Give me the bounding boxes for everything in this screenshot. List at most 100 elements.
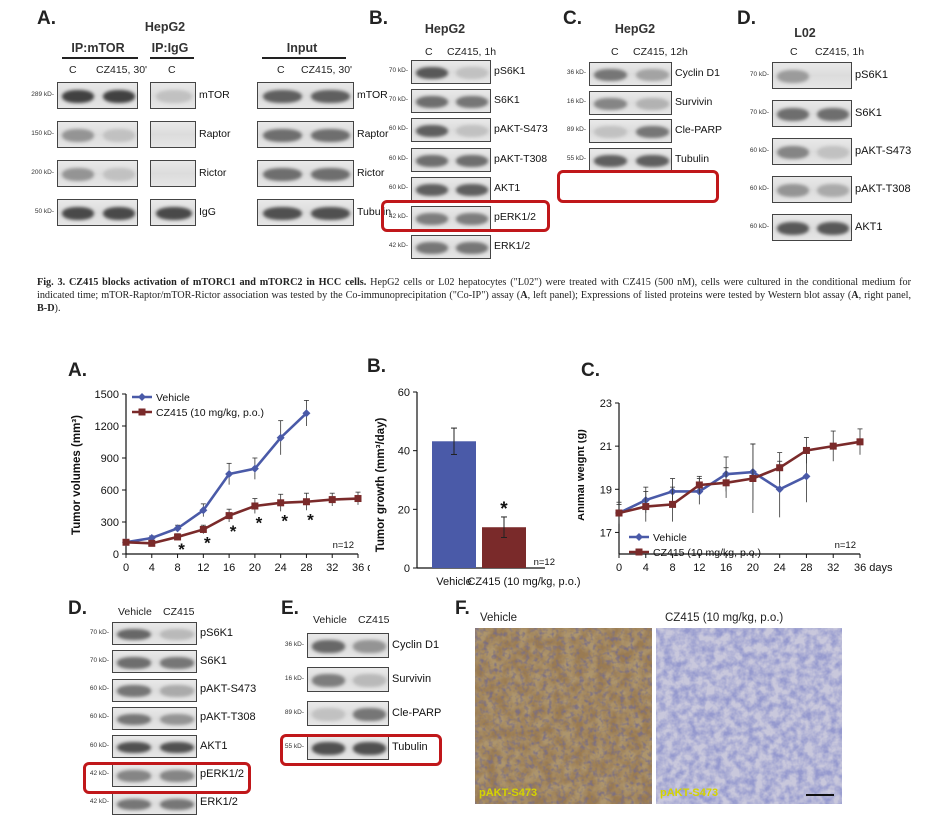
protein-label: pS6K1 bbox=[494, 65, 526, 77]
fig3-a-igg-band bbox=[155, 89, 193, 104]
data-point bbox=[122, 538, 130, 546]
fig3-panel-b-label: B. bbox=[369, 8, 388, 29]
fig3-a-input-band bbox=[262, 206, 302, 221]
mw-marker: 60 kD- bbox=[749, 146, 769, 154]
fig4-e-blot-2 bbox=[307, 701, 389, 726]
fig3-c-band bbox=[635, 126, 669, 139]
fig3-c-band bbox=[635, 97, 669, 110]
bar-0 bbox=[432, 441, 476, 568]
fig3-b-band bbox=[456, 96, 488, 109]
mw-marker: 70 kD- bbox=[749, 108, 769, 116]
x-tick-label: 20 bbox=[747, 562, 759, 574]
fig3-a-igg-blot-3 bbox=[150, 199, 196, 226]
fig4-d-band bbox=[117, 741, 152, 754]
x-tick-label: 24 bbox=[275, 562, 287, 574]
fig3-b-band bbox=[456, 183, 488, 196]
fig4-e-band bbox=[312, 640, 345, 653]
mw-marker: 16 kD- bbox=[566, 97, 586, 105]
x-tick-label: 4 bbox=[643, 562, 649, 574]
n-label: n=12 bbox=[835, 540, 856, 551]
fig3-d-band bbox=[777, 221, 809, 236]
fig4-panel-e-label: E. bbox=[281, 598, 299, 619]
fig3-a-lane-c: C bbox=[69, 64, 77, 76]
mw-marker: 70 kD- bbox=[749, 70, 769, 78]
x-tick-label: 28 bbox=[300, 562, 312, 574]
mw-marker: 60 kD- bbox=[89, 685, 109, 693]
fig4-d-band bbox=[159, 657, 194, 669]
fig3-d-blot-2 bbox=[772, 138, 852, 165]
mw-marker: 55 kD- bbox=[566, 154, 586, 162]
fig3-panel-a-label: A. bbox=[37, 8, 56, 29]
fig4-d-band bbox=[159, 713, 194, 726]
fig3-c-band bbox=[594, 126, 628, 139]
fig3-b-band bbox=[416, 213, 448, 225]
fig3-a-ip-band bbox=[62, 128, 95, 143]
protein-label: pAKT-S473 bbox=[200, 683, 257, 696]
fig3-d-band bbox=[817, 107, 849, 122]
significance-star: * bbox=[230, 522, 237, 541]
y-tick-label: 0 bbox=[113, 549, 119, 561]
fig3-d-band bbox=[777, 145, 809, 160]
highlight-box bbox=[280, 734, 442, 766]
data-point bbox=[225, 470, 234, 478]
fig4-d-band bbox=[117, 770, 152, 782]
fig3-b-cell-line: HepG2 bbox=[424, 22, 466, 36]
y-tick-label: 21 bbox=[600, 441, 612, 453]
fig4-d-band bbox=[117, 685, 152, 697]
protein-label: Cyclin D1 bbox=[675, 67, 720, 79]
mw-marker: 42 kD- bbox=[89, 770, 109, 777]
x-tick-label: 4 bbox=[149, 562, 155, 574]
x-tick-label: 0 bbox=[616, 562, 622, 574]
data-point bbox=[251, 502, 259, 510]
fig3-a-input-lane-cz: CZ415, 30' bbox=[301, 64, 353, 76]
fig3-a-ip-band bbox=[102, 128, 135, 143]
protein-label: Raptor bbox=[199, 127, 231, 140]
data-point bbox=[829, 442, 837, 450]
mw-marker: 89 kD- bbox=[566, 126, 586, 134]
mw-marker: 36 kD- bbox=[284, 640, 304, 648]
x-tick-label: 28 bbox=[800, 562, 812, 574]
fig3-b-band bbox=[416, 125, 448, 138]
fig3-b-blot-4 bbox=[411, 176, 491, 201]
fig3-caption-b2: A bbox=[851, 290, 859, 302]
fig4-d-band bbox=[117, 657, 152, 669]
x-tick-label: 8 bbox=[669, 562, 675, 574]
significance-star: * bbox=[307, 510, 314, 529]
fig3-caption-b3: B-D bbox=[37, 303, 55, 315]
fig3-a-ip-blot-1 bbox=[57, 121, 138, 148]
fig4-d-blot-4 bbox=[112, 735, 197, 759]
fig3-d-band bbox=[777, 69, 809, 84]
fig4-e-band bbox=[353, 708, 386, 721]
fig3-a-input-blot-0 bbox=[257, 82, 354, 109]
data-point bbox=[695, 481, 703, 489]
data-point bbox=[328, 496, 336, 504]
fig3-c-lane-c: C bbox=[611, 46, 619, 58]
fig3-panel-c-label: C. bbox=[563, 8, 582, 29]
fig4-d-blot-0 bbox=[112, 622, 197, 645]
legend-label: CZ415 (10 mg/kg, p.o.) bbox=[653, 547, 761, 559]
fig4-e-band bbox=[312, 742, 345, 755]
fig3-d-cell-line: L02 bbox=[794, 26, 816, 40]
protein-label: IgG bbox=[199, 205, 216, 218]
fig3-c-cell-line: HepG2 bbox=[614, 22, 656, 36]
fig3-a-igg-band bbox=[155, 206, 193, 221]
legend-label: Vehicle bbox=[156, 392, 190, 404]
protein-label: S6K1 bbox=[200, 654, 227, 667]
x-tick-label: 12 bbox=[693, 562, 705, 574]
fig3-a-ip-blot-3 bbox=[57, 199, 138, 226]
y-tick-label: 40 bbox=[398, 446, 410, 458]
mw-marker: 60 kD- bbox=[89, 713, 109, 721]
protein-label: Rictor bbox=[199, 166, 227, 179]
fig4-d-blot-6 bbox=[112, 791, 197, 815]
fig4-e-band bbox=[353, 640, 386, 653]
fig3-a-input: Input bbox=[286, 41, 318, 55]
fig3-c-blot-3 bbox=[589, 147, 672, 172]
protein-label: ERK1/2 bbox=[494, 240, 531, 253]
mw-marker: 36 kD- bbox=[566, 69, 586, 76]
fig3-c-blot-0 bbox=[589, 62, 672, 86]
y-tick-label: 600 bbox=[101, 485, 119, 497]
fig3-d-band bbox=[777, 107, 809, 122]
data-point bbox=[225, 512, 233, 520]
protein-label: Cle-PARP bbox=[392, 706, 442, 719]
